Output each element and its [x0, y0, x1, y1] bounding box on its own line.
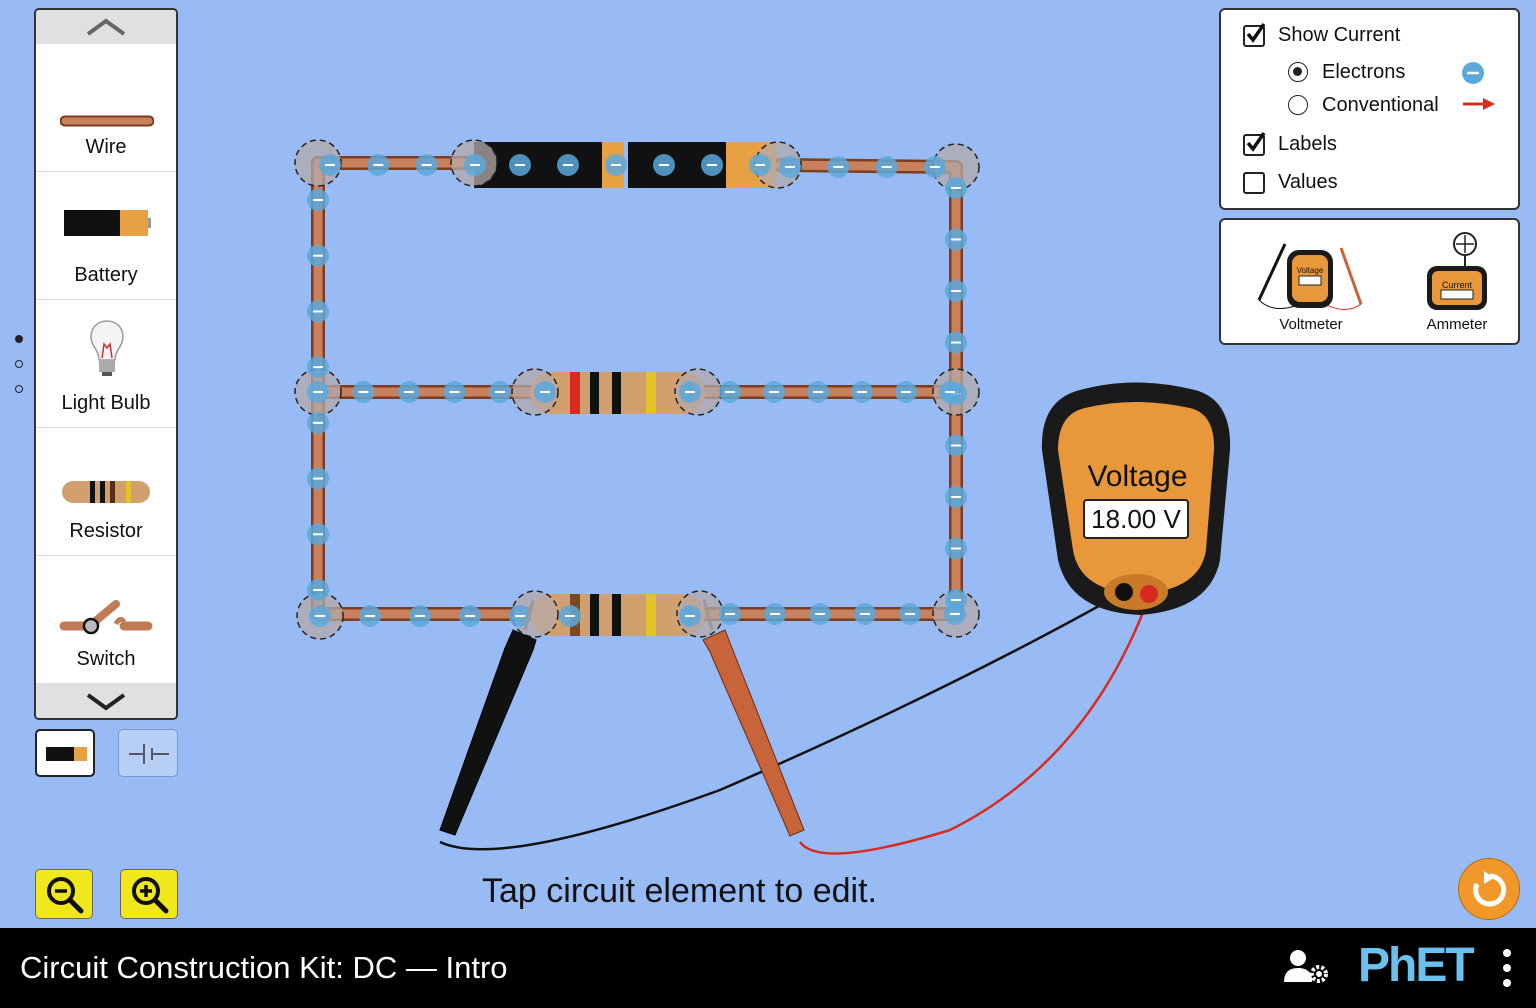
reset-all-button[interactable] — [1458, 858, 1520, 920]
black-probe[interactable] — [439, 599, 537, 836]
toolbox-item-light-bulb[interactable]: Light Bulb — [36, 300, 176, 428]
values-checkbox[interactable] — [1243, 172, 1265, 194]
display-options-panel: Show Current Electrons Conventional Labe… — [1219, 8, 1520, 210]
zoom-in-button[interactable] — [120, 869, 178, 919]
electrons-radio[interactable] — [1288, 62, 1308, 82]
schematic-view-button[interactable] — [118, 729, 178, 777]
phet-menu-icon[interactable] — [1500, 948, 1514, 988]
electron-particles — [307, 154, 967, 627]
resistor-icon — [62, 481, 150, 503]
chevron-up-icon — [86, 18, 126, 36]
battery-view-icon — [46, 747, 87, 761]
voltmeter-icon-screen-text: Voltage — [1297, 266, 1324, 275]
conventional-radio[interactable] — [1288, 95, 1308, 115]
ammeter-tool-label[interactable]: Ammeter — [1426, 316, 1488, 333]
toolbox-item-resistor[interactable]: Resistor — [36, 428, 176, 556]
red-probe[interactable] — [702, 599, 805, 837]
toolbox-label-switch: Switch — [76, 648, 136, 670]
electron-icon — [1462, 62, 1484, 84]
checkmark-icon — [1246, 23, 1266, 43]
toolbox-item-switch[interactable]: Switch — [36, 556, 176, 684]
page-dot-1[interactable] — [15, 335, 23, 343]
carousel-down-button[interactable] — [36, 684, 176, 718]
switch-icon — [59, 600, 153, 635]
voltmeter-tool-icon[interactable]: Voltage — [1255, 240, 1367, 312]
chevron-down-icon — [86, 693, 126, 711]
voltmeter-red-lead — [798, 593, 1152, 855]
voltmeter[interactable] — [1041, 382, 1231, 616]
toolbox-item-battery[interactable]: Battery — [36, 172, 176, 300]
toolbox-item-wire[interactable]: Wire — [36, 44, 176, 172]
preferences-icon[interactable] — [1282, 948, 1330, 986]
component-carousel: Wire Battery Light Bulb Resistor Switch — [34, 8, 178, 720]
phet-logo[interactable]: PhET — [1358, 939, 1475, 992]
electrons-label[interactable]: Electrons — [1322, 61, 1406, 83]
sim-title: Circuit Construction Kit: DC — Intro — [20, 950, 508, 985]
zoom-out-icon — [47, 877, 84, 914]
toolbox-label-light-bulb: Light Bulb — [61, 392, 151, 414]
light-bulb-icon — [90, 320, 124, 376]
toolbox-label-resistor: Resistor — [69, 520, 143, 542]
voltmeter-tool-label[interactable]: Voltmeter — [1279, 316, 1343, 333]
toolbox-label-wire: Wire — [85, 136, 127, 158]
ammeter-tool-icon[interactable]: Current — [1419, 230, 1495, 314]
show-current-label[interactable]: Show Current — [1278, 24, 1401, 46]
navigation-bar — [0, 928, 1536, 1008]
zoom-in-icon — [132, 877, 169, 914]
circuit-canvas — [294, 139, 1231, 855]
voltmeter-readout: 18.00 V — [1083, 499, 1189, 539]
labels-label[interactable]: Labels — [1278, 133, 1337, 155]
show-current-checkbox[interactable] — [1243, 23, 1266, 47]
edit-hint-text: Tap circuit element to edit. — [482, 872, 877, 910]
voltmeter-title: Voltage — [1087, 460, 1188, 493]
page-dot-3[interactable] — [15, 385, 23, 393]
reset-icon — [1473, 871, 1507, 907]
lifelike-view-button[interactable] — [35, 729, 95, 777]
resistor-middle[interactable] — [530, 372, 705, 414]
conventional-label[interactable]: Conventional — [1322, 94, 1439, 116]
zoom-out-button[interactable] — [35, 869, 93, 919]
voltmeter-black-lead — [439, 590, 1125, 851]
sensor-toolbox-panel: Voltage Voltmeter Current Ammeter — [1219, 218, 1520, 345]
toolbox-label-battery: Battery — [74, 264, 138, 286]
values-label[interactable]: Values — [1278, 171, 1338, 193]
carousel-up-button[interactable] — [36, 10, 176, 44]
labels-checkbox[interactable] — [1243, 132, 1266, 156]
ammeter-icon-screen-text: Current — [1442, 280, 1473, 290]
page-dot-2[interactable] — [15, 360, 23, 368]
battery-icon — [64, 210, 151, 236]
schematic-battery-icon — [129, 744, 169, 764]
conventional-arrow-icon — [1463, 98, 1495, 110]
checkmark-icon — [1246, 132, 1266, 152]
wire-icon — [60, 115, 154, 127]
